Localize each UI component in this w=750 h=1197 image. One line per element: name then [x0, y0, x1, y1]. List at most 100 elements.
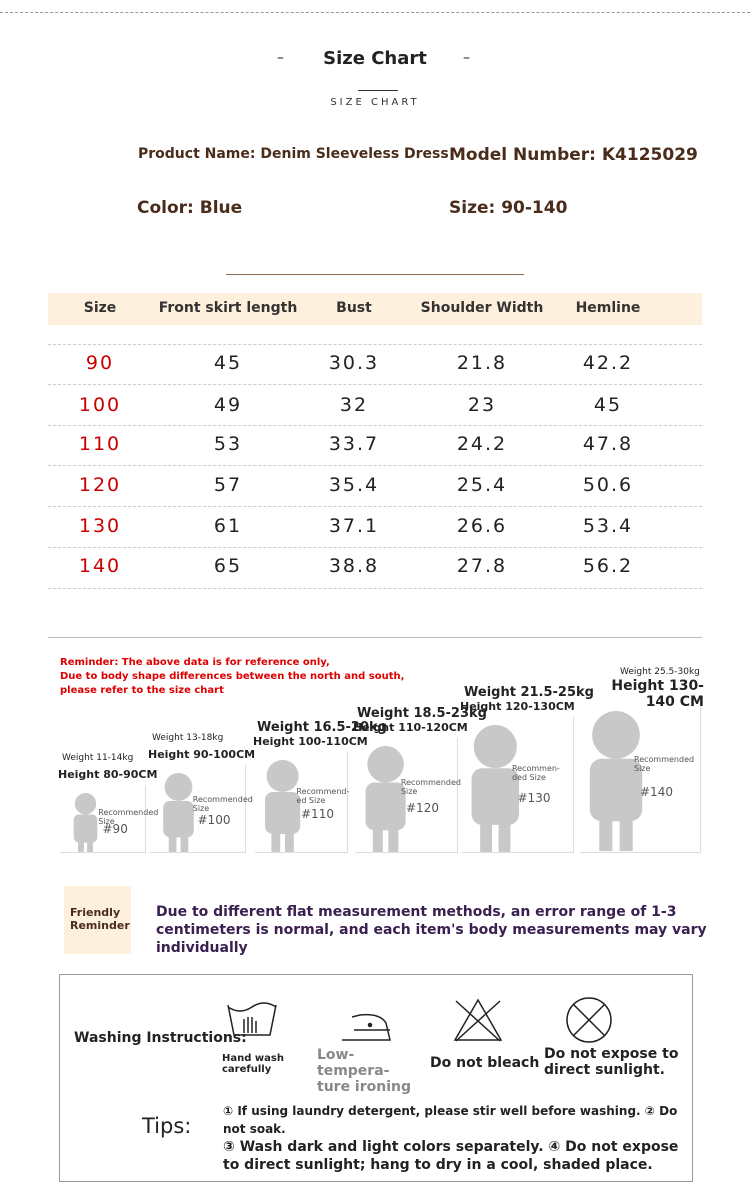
figures: Weight 11-14kg Height 80-90CM Recommended … [58, 667, 704, 853]
cell: 45 [213, 352, 243, 374]
cell: 37.1 [328, 515, 380, 537]
cell: 23 [467, 394, 497, 416]
figure-height: Height 100-110CM [253, 735, 368, 748]
cell: 24.2 [456, 433, 508, 455]
figure-weight: Weight 21.5-25kg [464, 685, 594, 700]
silhouette [589, 711, 643, 852]
size-table: Size Front skirt length Bust Shoulder Width… [48, 300, 702, 589]
recommend-label: Recommended Size [400, 777, 461, 796]
figure-height: Height 120-130CM [460, 700, 575, 713]
figure-weight: Weight 16.5-20kg [257, 720, 387, 735]
wash-item: Do not expose to direct sunlight. [544, 1046, 679, 1078]
tip: ① If using laundry detergent, please sti… [223, 1104, 678, 1136]
row-rule [48, 384, 702, 385]
friendly-box [64, 886, 131, 954]
figure-frame [60, 785, 146, 853]
column-header: Bust [336, 300, 372, 316]
figure-weight: Weight 25.5-30kg [620, 667, 700, 677]
dash-mark: – [463, 50, 470, 66]
silhouette [365, 746, 406, 852]
reminder-line: Due to body shape differences between th… [60, 671, 405, 696]
figure-height: Height 130-140 CM [611, 678, 704, 710]
cell: 45 [593, 394, 623, 416]
subtitle: SIZE CHART [330, 97, 420, 108]
recommend-label: Recommended Size [192, 795, 253, 814]
top-rule [0, 12, 750, 13]
title-rule [358, 90, 398, 91]
cell: 21.8 [456, 352, 508, 374]
cell: 120 [78, 474, 122, 496]
row-rule [48, 465, 702, 466]
cell: 38.8 [328, 555, 380, 577]
cell: 50.6 [582, 474, 634, 496]
cell: 33.7 [328, 433, 380, 455]
product-name: Product Name: Denim Sleeveless Dress [138, 146, 449, 162]
row-rule [48, 506, 702, 507]
figure-frame [150, 765, 246, 853]
figure-weight: Weight 13-18kg [152, 733, 224, 743]
cell: 140 [78, 555, 122, 577]
cell: 49 [213, 394, 243, 416]
cell: 32 [339, 394, 369, 416]
size-label: #110 [301, 807, 334, 821]
tip: ③ Wash dark and light colors separately.… [223, 1139, 679, 1173]
cell: 100 [78, 394, 122, 416]
size-label: #120 [406, 800, 439, 815]
silhouette [265, 760, 301, 852]
cell: 53.4 [582, 515, 634, 537]
reminder-line: Reminder: The above data is for referenc… [60, 657, 330, 668]
recommend-label: Recommen-ded Size [511, 764, 560, 783]
silhouette [73, 793, 98, 852]
cell: 53 [213, 433, 243, 455]
cell: 35.4 [328, 474, 380, 496]
row-rule [48, 588, 702, 589]
size-label: #90 [102, 821, 128, 836]
friendly-text: Due to different flat measurement method… [156, 904, 707, 956]
icons [227, 997, 612, 1043]
cell: 90 [85, 352, 115, 374]
figure-height: Height 90-100CM [148, 748, 256, 761]
washing-box [59, 974, 693, 1182]
cell: 25.4 [456, 474, 508, 496]
wash-item: Low-tempera-ture ironing [317, 1047, 412, 1095]
row-rule [48, 425, 702, 426]
figure-weight: Weight 18.5-23kg [357, 706, 487, 721]
size-label: #130 [517, 791, 551, 806]
cell: 56.2 [582, 555, 634, 577]
rule [48, 637, 702, 638]
dash-mark: – [277, 50, 284, 66]
cell: 130 [78, 515, 122, 537]
cell: 57 [213, 474, 243, 496]
figure-frame [355, 738, 458, 853]
cell: 26.6 [456, 515, 508, 537]
model-number: Model Number: K4125029 [449, 145, 698, 165]
figure-weight: Weight 11-14kg [62, 753, 134, 763]
cell: 42.2 [582, 352, 634, 374]
tips: ① If using laundry detergent, please sti… [223, 1102, 683, 1174]
rule [226, 274, 524, 275]
column-header: Front skirt length [158, 300, 298, 316]
figure-frame [255, 752, 348, 853]
cell: 61 [213, 515, 243, 537]
cell: 27.8 [456, 555, 508, 577]
title: Size Chart [323, 48, 427, 69]
recommend-label: Recommended Size [98, 808, 159, 827]
figure-frame [580, 703, 701, 853]
reminder: Reminder: The above data is for referenc… [60, 656, 440, 698]
column-header: Shoulder Width [420, 300, 544, 316]
tips-label: Tips: [142, 1114, 192, 1138]
washing-label: Washing Instructions: [74, 1030, 247, 1046]
color: Color: Blue [137, 198, 243, 218]
recommend-label: Recommended Size [634, 755, 695, 774]
cell: 65 [213, 555, 243, 577]
row-rule [48, 547, 702, 548]
figure-frame [462, 717, 574, 853]
cell: 110 [78, 433, 122, 455]
silhouette [163, 773, 194, 852]
size-label: #140 [640, 784, 673, 799]
size-label: #100 [197, 812, 231, 827]
size-range: Size: 90-140 [449, 198, 568, 218]
table-header-band [48, 293, 702, 325]
column-header: Size [83, 300, 117, 316]
